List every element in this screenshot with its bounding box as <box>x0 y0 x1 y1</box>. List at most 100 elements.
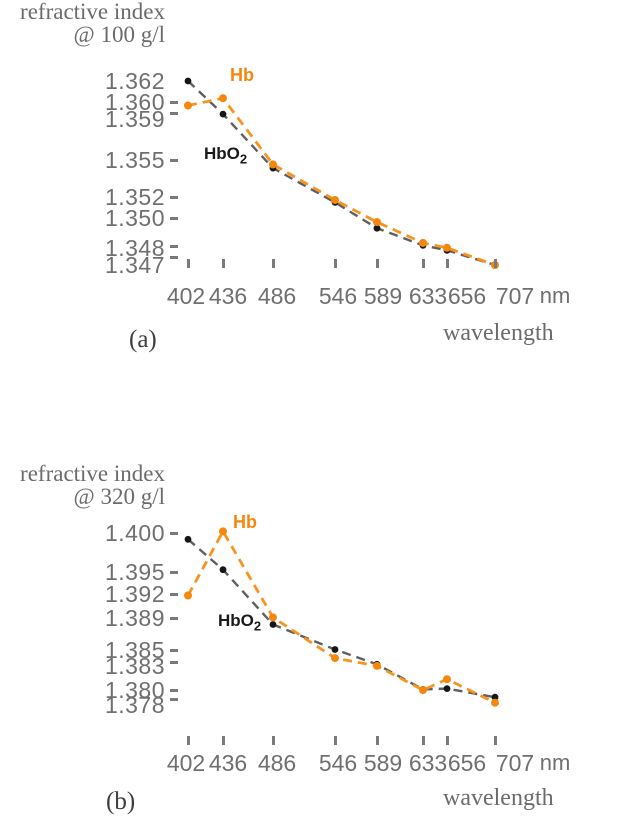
hb-point <box>219 94 227 103</box>
y-tick-label: 1.352 <box>104 184 165 210</box>
x-tick-label: 546 <box>318 283 358 309</box>
y-tick-mark <box>170 617 178 620</box>
y-axis-title-b: refractive index @ 320 g/l <box>0 462 165 508</box>
hbo2-label-text: HbO <box>204 144 240 163</box>
hb-point <box>184 101 192 110</box>
y-tick-label: 1.400 <box>104 520 165 546</box>
caption-b: (b) <box>106 788 136 815</box>
y-tick-label: 1.392 <box>104 581 165 607</box>
hbo2-line <box>187 80 496 267</box>
x-axis-title-b: wavelength <box>443 785 554 811</box>
y-tick-label: 1.380 <box>104 677 165 703</box>
hb-point <box>184 591 192 600</box>
x-tick-label: 633 <box>408 283 448 309</box>
hb-point <box>373 661 381 670</box>
y-tick-label: 1.395 <box>104 559 165 585</box>
y-tick-label: 1.355 <box>104 147 165 173</box>
y-axis-title-line1: refractive index <box>20 0 165 24</box>
hbo2-point <box>331 646 339 653</box>
chart-a: refractive index @ 100 g/l Hb HbO2 nm wa… <box>0 0 571 353</box>
hb-line <box>187 96 496 267</box>
y-tick-label: 1.362 <box>104 68 165 94</box>
x-tick-label: 402 <box>166 750 206 776</box>
hb-point <box>219 527 227 536</box>
x-tick-mark <box>446 259 449 268</box>
x-tick-mark <box>187 736 190 745</box>
y-tick-label: 1.378 <box>104 692 165 718</box>
y-tick-mark <box>170 159 178 162</box>
x-tick-label: 656 <box>447 283 487 309</box>
x-tick-mark <box>422 259 425 268</box>
x-tick-mark <box>272 736 275 745</box>
y-tick-mark <box>170 245 178 248</box>
x-tick-mark <box>187 259 190 268</box>
hb-point <box>419 238 427 247</box>
x-tick-label: 486 <box>257 750 297 776</box>
x-tick-label: 486 <box>257 283 297 309</box>
x-axis-title-a: wavelength <box>443 320 554 346</box>
series-label-hbo2: HbO2 <box>204 144 248 167</box>
hbo2-point <box>184 77 192 85</box>
caption-a: (a) <box>129 326 157 353</box>
hb-point <box>331 654 339 663</box>
y-tick-mark <box>170 661 178 664</box>
y-tick-label: 1.348 <box>104 235 165 261</box>
plot-area-b <box>184 527 499 707</box>
y-tick-label: 1.347 <box>104 252 165 278</box>
chart-b: refractive index @ 320 g/l Hb HbO2 nm wa… <box>0 460 630 816</box>
y-tick-mark <box>170 571 178 574</box>
x-tick-mark <box>376 736 379 745</box>
x-tick-mark <box>494 259 497 268</box>
hb-line <box>186 528 496 704</box>
series-label-hb: Hb <box>230 65 254 85</box>
hb-point <box>419 686 427 695</box>
hbo2-point <box>443 685 451 692</box>
hbo2-point <box>219 566 227 574</box>
hb-point <box>443 243 451 252</box>
x-tick-label: 589 <box>363 283 403 309</box>
x-tick-label: 436 <box>208 283 248 309</box>
hb-point <box>491 698 499 707</box>
x-tick-label: 633 <box>408 750 448 776</box>
y-tick-mark <box>170 217 178 220</box>
y-tick-mark <box>170 256 178 259</box>
hb-point <box>373 218 381 227</box>
y-tick-label: 1.360 <box>104 89 165 115</box>
hbo2-label-text: HbO <box>218 611 254 630</box>
hbo2-point <box>219 110 227 118</box>
x-tick-mark <box>334 736 337 745</box>
x-tick-mark <box>376 259 379 268</box>
y-axis-title-line1: refractive index <box>20 461 165 486</box>
x-axis-unit-a: nm <box>539 283 571 308</box>
y-tick-mark <box>170 689 178 692</box>
y-tick-label: 1.383 <box>104 653 165 679</box>
plot-area-a <box>184 77 499 269</box>
y-tick-mark <box>170 196 178 199</box>
y-axis-title-line2: @ 100 g/l <box>73 22 165 47</box>
y-tick-label: 1.350 <box>104 205 165 231</box>
hbo2-point <box>184 535 192 543</box>
x-tick-mark <box>422 736 425 745</box>
hbo2-label-subscript: 2 <box>239 151 248 167</box>
x-tick-label: 656 <box>447 750 487 776</box>
y-axis-title-a: refractive index @ 100 g/l <box>0 0 165 46</box>
y-tick-mark <box>170 532 178 535</box>
y-axis-title-line2: @ 320 g/l <box>73 484 165 509</box>
x-tick-label: 436 <box>208 750 248 776</box>
y-tick-label: 1.385 <box>104 637 165 663</box>
hb-point <box>269 160 277 169</box>
x-axis-unit-b: nm <box>539 750 571 775</box>
hbo2-line <box>187 538 496 699</box>
y-tick-mark <box>170 112 178 115</box>
hbo2-point <box>269 621 277 628</box>
hbo2-label-subscript: 2 <box>253 618 262 634</box>
hb-point <box>269 613 277 622</box>
hb-point <box>443 675 451 684</box>
hbo2-point <box>491 693 499 701</box>
y-tick-label: 1.389 <box>104 605 165 631</box>
y-tick-mark <box>170 698 178 701</box>
x-tick-label: 546 <box>318 750 358 776</box>
x-tick-label: 707 <box>495 750 535 776</box>
y-tick-label: 1.359 <box>104 106 165 132</box>
